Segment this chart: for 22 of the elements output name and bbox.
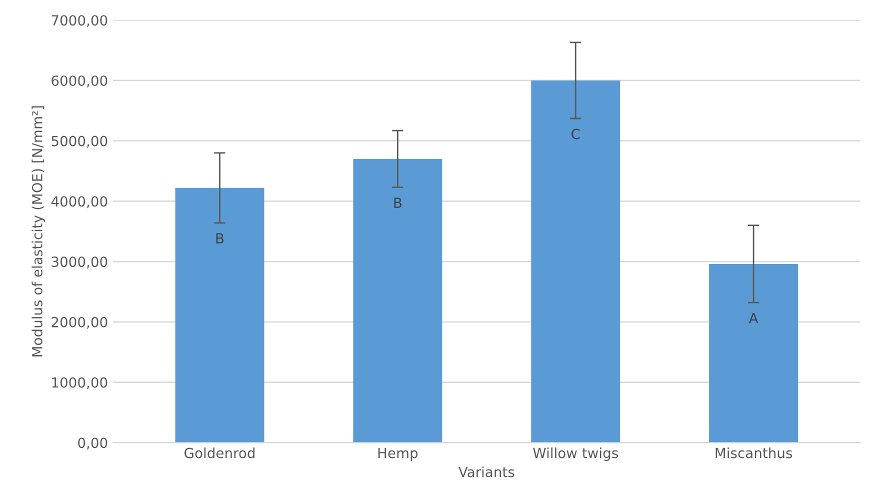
y-tick-label: 5000,00 — [52, 136, 108, 148]
annotation: B — [394, 198, 402, 208]
annotation: A — [748, 312, 758, 324]
x-tick-label: Willow twigs — [533, 448, 618, 461]
y-tick-label: 0,00 — [78, 438, 108, 450]
annotation: B — [216, 233, 224, 244]
bar — [175, 188, 264, 443]
x-tick-label: Miscanthus — [716, 448, 792, 458]
x-tick-label: Hemp — [378, 448, 418, 461]
y-tick-label: 3000,00 — [52, 256, 108, 268]
y-axis-title: Modulus of elasticity (MOE) [N/mm²] — [32, 106, 46, 356]
y-tick-label: 2000,00 — [52, 316, 108, 329]
annotation: C — [572, 128, 580, 140]
y-tick-label: 1000,00 — [52, 377, 108, 390]
x-tick-label: Goldenrod — [184, 448, 254, 458]
bar — [709, 264, 798, 443]
y-tick-label: 4000,00 — [51, 196, 108, 208]
bar — [531, 80, 620, 443]
x-axis-title: Variants — [458, 466, 514, 478]
y-tick-label: 7000,00 — [52, 15, 108, 28]
y-tick-label: 6000,00 — [52, 75, 108, 88]
bar — [353, 158, 442, 443]
